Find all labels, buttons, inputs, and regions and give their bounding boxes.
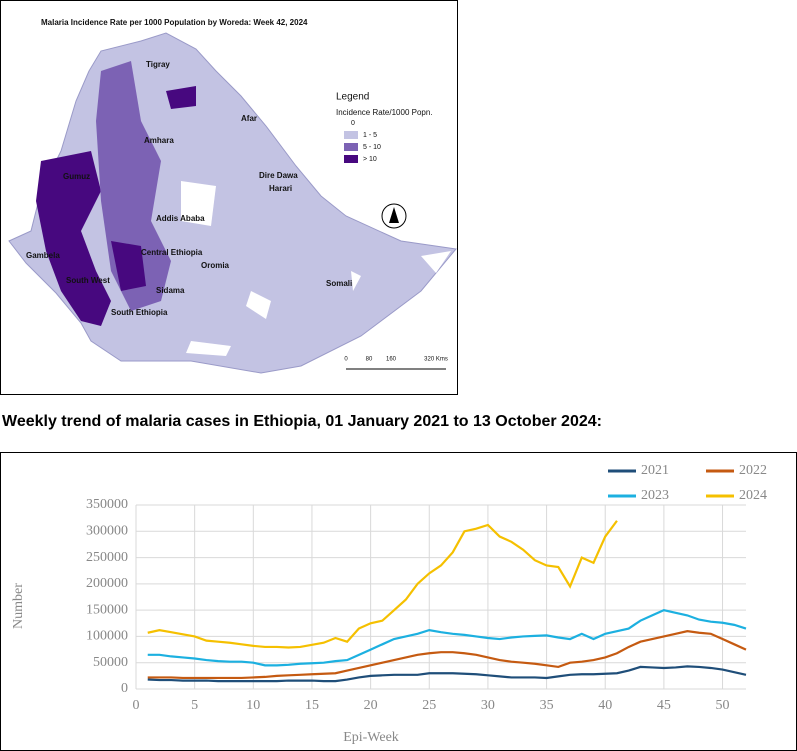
- x-tick-label: 30: [481, 698, 495, 713]
- map-title: Malaria Incidence Rate per 1000 Populati…: [41, 18, 308, 27]
- region-label: Dire Dawa: [259, 171, 298, 180]
- legend-subtitle: Incidence Rate/1000 Popn.: [336, 108, 433, 117]
- region-label: Tigray: [146, 60, 170, 69]
- x-tick-label: 10: [246, 698, 260, 713]
- region-label: Sidama: [156, 286, 185, 295]
- y-tick-label: 300000: [86, 524, 128, 539]
- legend-label: 0: [351, 120, 355, 127]
- region-label: Central Ethiopia: [141, 248, 203, 257]
- x-tick-label: 0: [133, 698, 140, 713]
- series-line: [147, 630, 747, 680]
- region-label: Gambela: [26, 251, 60, 260]
- north-arrow-head: [389, 207, 399, 223]
- region-label: South Ethiopia: [111, 308, 168, 317]
- scale-label: 320 Kms: [424, 357, 448, 363]
- region-label: Addis Ababa: [156, 214, 205, 223]
- high-zone: [36, 151, 111, 326]
- y-tick-label: 0: [121, 681, 128, 696]
- region-label: South West: [66, 276, 110, 285]
- series-line: [147, 608, 747, 667]
- legend-label: 2024: [739, 488, 767, 503]
- legend-swatch: [344, 155, 358, 163]
- x-tick-label: 50: [716, 698, 730, 713]
- scale-label: 160: [386, 357, 397, 363]
- legend-label: 5 - 10: [363, 144, 381, 151]
- y-tick-label: 250000: [86, 550, 128, 565]
- x-tick-label: 25: [422, 698, 436, 713]
- map: Malaria Incidence Rate per 1000 Populati…: [0, 0, 458, 395]
- heading: Weekly trend of malaria cases in Ethiopi…: [2, 413, 602, 430]
- legend-swatch: [344, 131, 358, 139]
- y-tick-label: 200000: [86, 576, 128, 591]
- x-tick-label: 45: [657, 698, 671, 713]
- legend-label: 2022: [739, 463, 767, 478]
- y-tick-label: 150000: [86, 602, 128, 617]
- y-tick-label: 50000: [93, 655, 128, 670]
- scale-label: 80: [366, 357, 373, 363]
- x-axis-label: Epi-Week: [343, 730, 399, 745]
- legend-label: > 10: [363, 156, 377, 163]
- region-label: Somali: [326, 279, 352, 288]
- legend-title: Legend: [336, 92, 369, 103]
- zero-zone: [181, 181, 451, 356]
- scale-label: 0: [344, 357, 348, 363]
- chart: Epi-Week Number 0 50000 100000 150000 200000…: [0, 452, 797, 751]
- x-tick-label: 35: [540, 698, 554, 713]
- region-label: Gumuz: [63, 172, 90, 181]
- region-label: Harari: [269, 184, 292, 193]
- y-tick-label: 350000: [86, 497, 128, 512]
- region-label: Oromia: [201, 261, 230, 270]
- region-label: Amhara: [144, 136, 174, 145]
- x-tick-label: 5: [191, 698, 198, 713]
- x-tick-label: 20: [364, 698, 378, 713]
- x-tick-label: 15: [305, 698, 319, 713]
- x-tick-label: 40: [598, 698, 612, 713]
- series-line: [147, 520, 618, 649]
- y-tick-label: 100000: [86, 629, 128, 644]
- legend-label: 2021: [641, 463, 669, 478]
- high-zone: [111, 86, 196, 291]
- y-axis-label: Number: [11, 583, 26, 629]
- legend-label: 1 - 5: [363, 132, 377, 139]
- series-line: [147, 665, 747, 683]
- legend-swatch: [344, 143, 358, 151]
- legend-label: 2023: [641, 488, 669, 503]
- region-label: Afar: [241, 114, 257, 123]
